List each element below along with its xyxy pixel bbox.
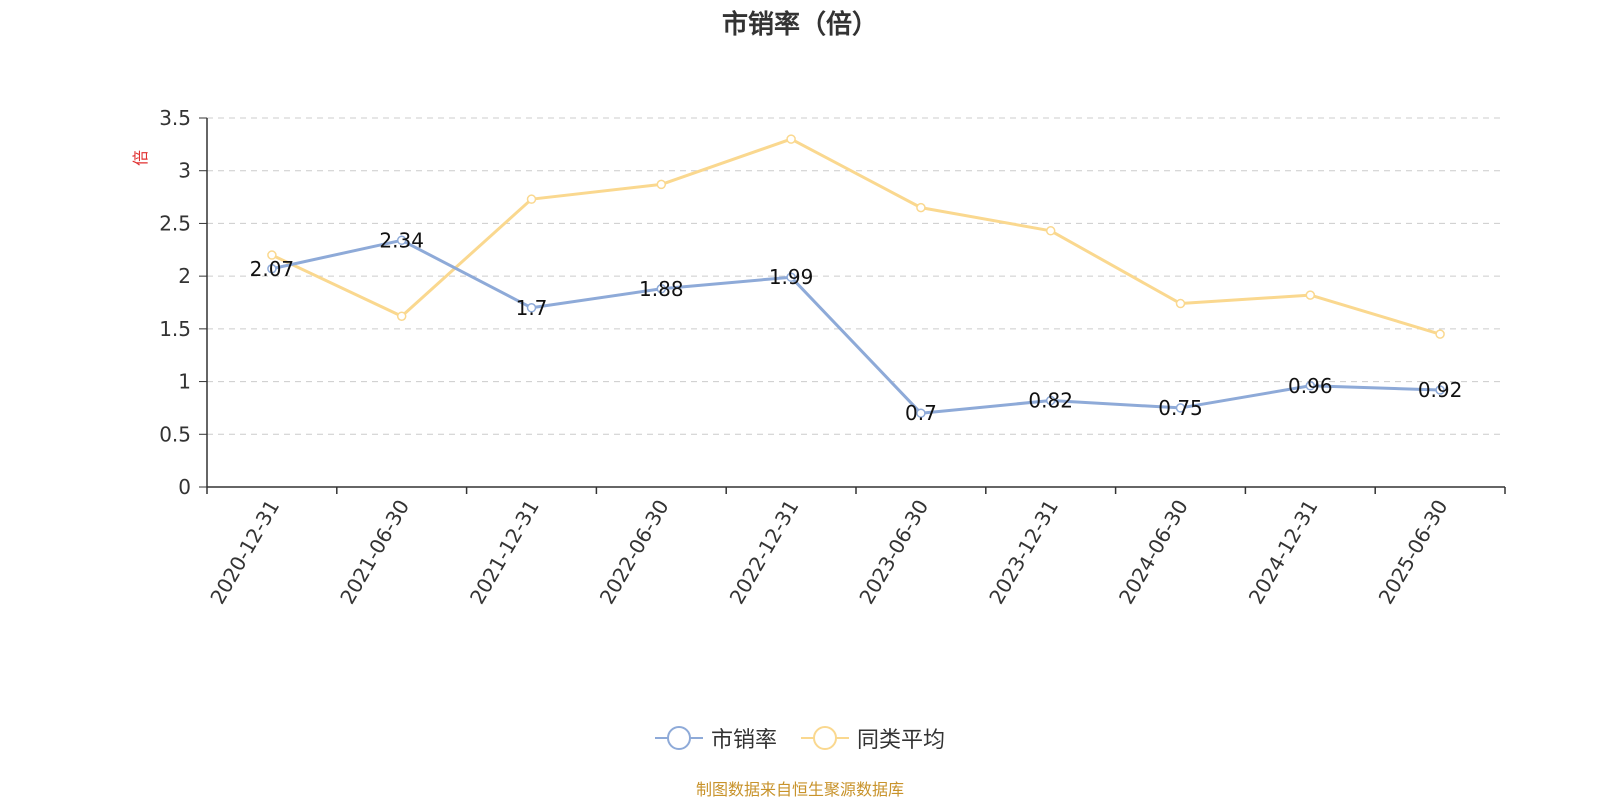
x-tick-label: 2022-12-31 (725, 496, 804, 609)
legend-line-circle-icon (654, 726, 703, 750)
series-line-1 (271, 238, 1441, 415)
data-point (1435, 329, 1445, 339)
y-tick-label: 0.5 (159, 422, 191, 446)
x-tick-label: 2025-06-30 (1374, 496, 1453, 609)
data-point (916, 202, 926, 213)
grid-lines (207, 117, 1505, 435)
data-source-note: 制图数据来自恒生聚源数据库 (695, 780, 904, 799)
data-label: 1.88 (639, 277, 684, 301)
data-point (1305, 290, 1316, 300)
legend-label: 市销率 (710, 728, 777, 753)
legend-label: 同类平均 (857, 728, 946, 753)
data-point (786, 272, 796, 282)
x-tick-label: 2021-12-31 (465, 496, 544, 609)
data-point (916, 408, 926, 418)
data-point (396, 235, 407, 246)
data-point (1305, 381, 1316, 391)
data-label: 0.75 (1158, 396, 1203, 420)
y-tick-label: 1.5 (159, 317, 191, 341)
data-label: 0.7 (905, 401, 937, 425)
data-point (1435, 385, 1445, 395)
y-tick-label: 0 (178, 475, 191, 499)
data-point (1175, 298, 1186, 309)
data-point (1045, 395, 1056, 406)
data-label: 2.07 (250, 257, 295, 281)
data-label: 0.92 (1418, 378, 1463, 402)
x-tick-label: 2023-12-31 (984, 496, 1063, 609)
data-point (267, 250, 277, 260)
data-labels: 2.07 2.34 1.7 1.88 1.99 0.7 0.82 0.75 0.96 0.92 (250, 228, 1463, 425)
data-point (656, 284, 667, 294)
data-label: 2.34 (379, 228, 424, 252)
y-tick-label: 2 (178, 264, 191, 288)
y-tick-label: 1 (178, 370, 191, 394)
x-tick-label: 2022-06-30 (595, 496, 674, 609)
x-tick-label: 2020-12-31 (205, 496, 284, 609)
y-axis-label: 倍 (131, 150, 150, 166)
legend-line-circle-icon (801, 726, 849, 750)
chart-title: 市销率（倍） (721, 10, 878, 40)
data-point (656, 179, 667, 190)
data-label: 1.99 (769, 265, 814, 289)
x-tick-label: 2024-12-31 (1244, 496, 1323, 609)
data-label: 0.82 (1028, 389, 1073, 413)
legend-item-series-1[interactable]: 市销率 (654, 722, 777, 754)
data-point (526, 194, 537, 204)
series-line-2 (271, 137, 1441, 336)
y-tick-label: 3 (178, 159, 191, 183)
legend-item-series-2[interactable]: 同类平均 (801, 722, 945, 754)
axes (199, 117, 1506, 494)
data-point (526, 303, 537, 313)
data-point (267, 264, 277, 274)
data-label: 0.96 (1288, 374, 1333, 398)
x-tick-label: 2023-06-30 (854, 496, 933, 609)
data-point (396, 311, 407, 321)
data-point (1045, 226, 1056, 236)
y-tick-label: 3.5 (159, 106, 191, 130)
legend: 市销率 同类平均 (0, 722, 1600, 754)
series-lines (267, 134, 1445, 418)
x-tick-label: 2024-06-30 (1114, 496, 1193, 609)
x-tick-labels: 2020-12-31 2021-06-30 2021-12-31 2022-06-30… (205, 496, 1452, 609)
x-tick-label: 2021-06-30 (335, 496, 414, 609)
data-point (786, 134, 796, 144)
y-tick-labels: 0 0.5 1 1.5 2 2.5 3 3.5 (159, 106, 191, 499)
data-point (1175, 403, 1186, 413)
y-tick-label: 2.5 (159, 211, 191, 235)
data-label: 1.7 (516, 296, 548, 320)
